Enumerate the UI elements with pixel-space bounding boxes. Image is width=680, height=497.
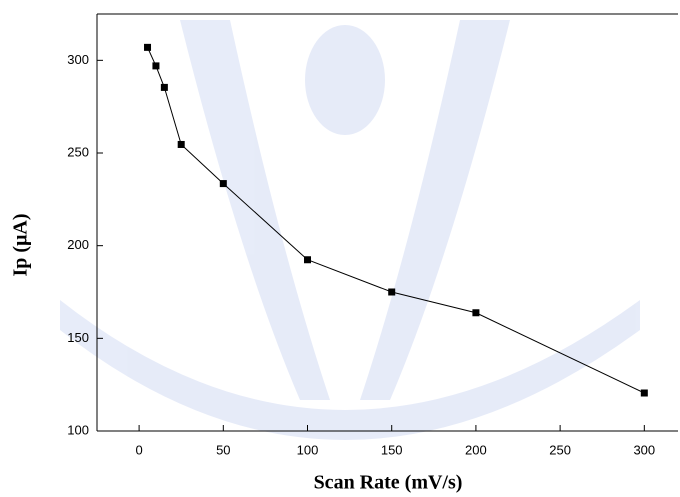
watermark-shape [180,20,330,400]
data-point [640,389,648,397]
data-point [219,180,227,188]
x-tick-label: 250 [549,442,571,457]
x-tick-label: 100 [297,442,319,457]
x-tick-label: 300 [633,442,655,457]
data-point [177,140,185,148]
x-tick-label: 150 [381,442,403,457]
data-point [144,43,152,51]
y-tick-label: 250 [67,144,89,159]
y-tick-label: 150 [67,330,89,345]
x-tick-label: 200 [465,442,487,457]
watermark [60,20,640,440]
watermark-shape [360,20,510,400]
x-tick-label: 0 [135,442,142,457]
y-tick-label: 100 [67,422,89,437]
data-point [388,288,396,296]
data-point [160,83,168,91]
data-point [152,62,160,70]
data-point [472,309,480,317]
data-point [304,256,312,264]
y-tick-label: 200 [67,237,89,252]
x-tick-label: 50 [216,442,230,457]
x-axis-label: Scan Rate (mV/s) [314,472,463,494]
watermark-shape [305,25,385,135]
y-tick-label: 300 [67,52,89,67]
y-axis-label: Ip (μA) [10,213,32,276]
watermark-shape [60,300,640,440]
